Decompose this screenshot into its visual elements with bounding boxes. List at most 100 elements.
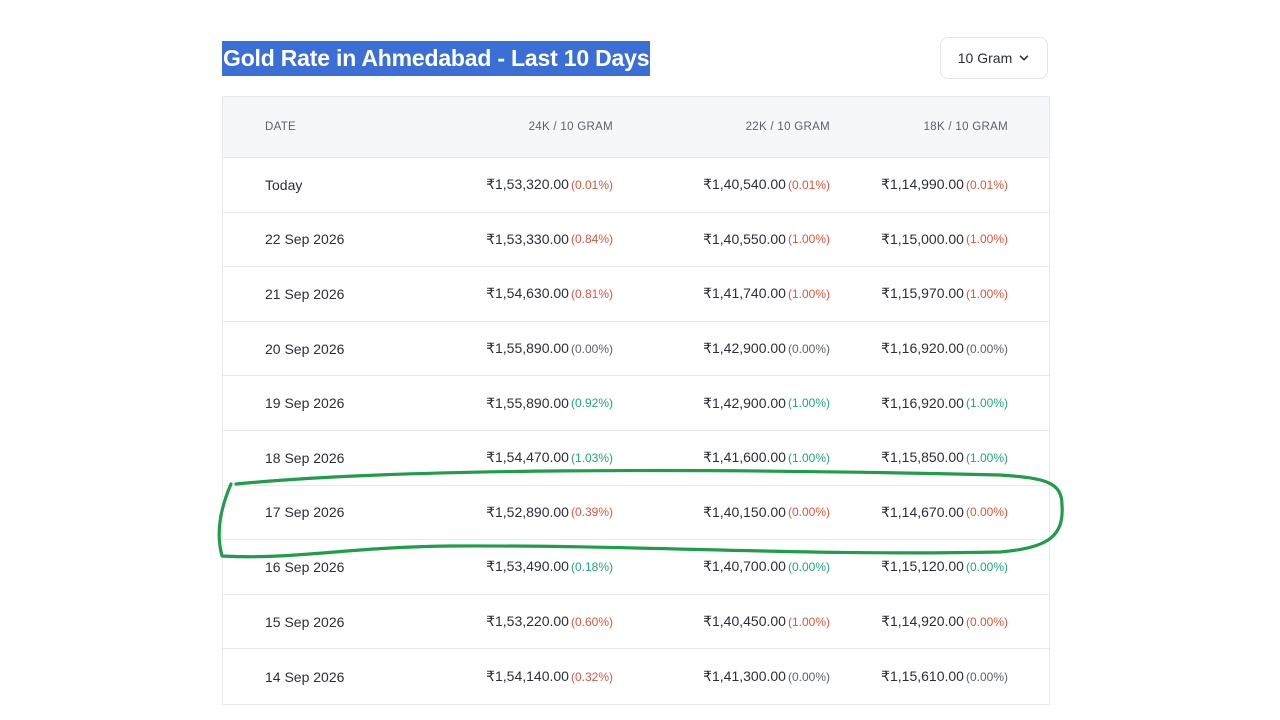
header-24k: 24K / 10 GRAM [528,121,613,133]
price-22k: ₹1,40,450.00 [703,613,786,630]
row-price-18k: ₹1,14,990.00 (0.01%) [881,158,1008,212]
row-date: 17 Sep 2026 [265,504,345,521]
header-date: DATE [265,121,297,133]
change-18k: (0.00%) [965,341,1008,356]
row-price-22k: ₹1,40,150.00 (0.00%) [703,486,830,540]
change-18k: (1.00%) [965,232,1008,247]
price-18k: ₹1,14,670.00 [881,503,964,520]
price-24k: ₹1,52,890.00 [486,503,569,520]
change-22k: (0.00%) [787,341,830,356]
price-22k: ₹1,42,900.00 [703,394,786,411]
row-price-22k: ₹1,42,900.00 (0.00%) [703,322,830,376]
row-price-22k: ₹1,42,900.00 (1.00%) [703,376,830,430]
price-18k: ₹1,15,970.00 [881,285,964,302]
row-price-22k: ₹1,40,700.00 (0.00%) [703,540,830,594]
price-18k: ₹1,14,990.00 [881,176,964,193]
row-price-24k: ₹1,54,630.00 (0.81%) [486,267,613,321]
row-price-18k: ₹1,15,850.00 (1.00%) [881,431,1008,485]
row-date: Today [265,176,303,193]
row-price-22k: ₹1,40,540.00 (0.01%) [703,158,830,212]
change-24k: (0.39%) [570,505,613,520]
change-18k: (1.00%) [965,450,1008,465]
price-22k: ₹1,41,600.00 [703,449,786,466]
price-18k: ₹1,15,850.00 [881,449,964,466]
row-price-22k: ₹1,40,550.00 (1.00%) [703,213,830,267]
row-date: 20 Sep 2026 [265,340,345,357]
row-date: 15 Sep 2026 [265,613,345,630]
row-price-22k: ₹1,41,600.00 (1.00%) [703,431,830,485]
change-18k: (0.00%) [965,669,1008,684]
row-price-18k: ₹1,14,670.00 (0.00%) [881,486,1008,540]
change-24k: (0.60%) [570,614,613,629]
change-18k: (0.01%) [965,177,1008,192]
row-date: 14 Sep 2026 [265,668,345,685]
row-date: 19 Sep 2026 [265,395,345,412]
price-24k: ₹1,54,140.00 [486,668,569,685]
change-24k: (0.32%) [570,669,613,684]
row-price-22k: ₹1,41,300.00 (0.00%) [703,649,830,704]
change-24k: (0.84%) [570,232,613,247]
change-22k: (1.00%) [787,614,830,629]
price-22k: ₹1,40,700.00 [703,558,786,575]
price-24k: ₹1,53,330.00 [486,230,569,247]
price-22k: ₹1,41,740.00 [703,285,786,302]
header-18k: 18K / 10 GRAM [923,121,1008,133]
change-22k: (0.01%) [787,177,830,192]
gold-rate-table: DATE 24K / 10 GRAM 22K / 10 GRAM 18K / 1… [222,96,1050,705]
chevron-down-icon [1019,55,1029,61]
row-date: 16 Sep 2026 [265,558,345,575]
change-18k: (1.00%) [965,396,1008,411]
change-22k: (0.00%) [787,559,830,574]
row-price-18k: ₹1,15,610.00 (0.00%) [881,649,1008,704]
change-18k: (0.00%) [965,559,1008,574]
row-price-24k: ₹1,54,470.00 (1.03%) [486,431,613,485]
change-22k: (1.00%) [787,450,830,465]
unit-dropdown[interactable]: 10 Gram [940,37,1048,79]
table-row: 15 Sep 2026 ₹1,53,220.00 (0.60%) ₹1,40,450.… [223,595,1049,650]
row-price-24k: ₹1,54,140.00 (0.32%) [486,649,613,704]
price-18k: ₹1,15,610.00 [881,668,964,685]
row-price-24k: ₹1,53,320.00 (0.01%) [486,158,613,212]
change-24k: (0.01%) [570,177,613,192]
price-18k: ₹1,15,120.00 [881,558,964,575]
row-date: 22 Sep 2026 [265,231,345,248]
change-22k: (0.00%) [787,669,830,684]
price-24k: ₹1,55,890.00 [486,394,569,411]
row-price-24k: ₹1,55,890.00 (0.92%) [486,376,613,430]
row-price-18k: ₹1,16,920.00 (0.00%) [881,322,1008,376]
table-row: 16 Sep 2026 ₹1,53,490.00 (0.18%) ₹1,40,700.… [223,540,1049,595]
unit-dropdown-value: 10 Gram [957,50,1013,66]
price-18k: ₹1,16,920.00 [881,340,964,357]
price-18k: ₹1,15,000.00 [881,230,964,247]
header-22k: 22K / 10 GRAM [745,121,830,133]
row-price-22k: ₹1,41,740.00 (1.00%) [703,267,830,321]
price-24k: ₹1,55,890.00 [486,340,569,357]
change-22k: (0.00%) [787,505,830,520]
price-24k: ₹1,54,470.00 [486,449,569,466]
table-row: 14 Sep 2026 ₹1,54,140.00 (0.32%) ₹1,41,300.… [223,649,1049,704]
page-title: Gold Rate in Ahmedabad - Last 10 Days [222,41,651,76]
table-body: Today ₹1,53,320.00 (0.01%) ₹1,40,540.00 (0.0… [223,158,1049,704]
change-22k: (1.00%) [787,396,830,411]
table-row: 20 Sep 2026 ₹1,55,890.00 (0.00%) ₹1,42,900.… [223,322,1049,377]
change-22k: (1.00%) [787,286,830,301]
table-header-row: DATE 24K / 10 GRAM 22K / 10 GRAM 18K / 1… [223,97,1049,158]
price-22k: ₹1,40,550.00 [703,230,786,247]
price-18k: ₹1,14,920.00 [881,613,964,630]
row-price-18k: ₹1,15,000.00 (1.00%) [881,213,1008,267]
table-row: 18 Sep 2026 ₹1,54,470.00 (1.03%) ₹1,41,600.… [223,431,1049,486]
price-18k: ₹1,16,920.00 [881,394,964,411]
table-row: 17 Sep 2026 ₹1,52,890.00 (0.39%) ₹1,40,150.… [223,486,1049,541]
row-price-18k: ₹1,14,920.00 (0.00%) [881,595,1008,649]
change-24k: (0.18%) [570,559,613,574]
row-date: 18 Sep 2026 [265,449,345,466]
change-18k: (0.00%) [965,614,1008,629]
table-row: 22 Sep 2026 ₹1,53,330.00 (0.84%) ₹1,40,550.… [223,213,1049,268]
change-24k: (1.03%) [570,450,613,465]
change-22k: (1.00%) [787,232,830,247]
price-24k: ₹1,53,320.00 [486,176,569,193]
row-price-24k: ₹1,53,490.00 (0.18%) [486,540,613,594]
row-price-18k: ₹1,16,920.00 (1.00%) [881,376,1008,430]
change-18k: (1.00%) [965,286,1008,301]
